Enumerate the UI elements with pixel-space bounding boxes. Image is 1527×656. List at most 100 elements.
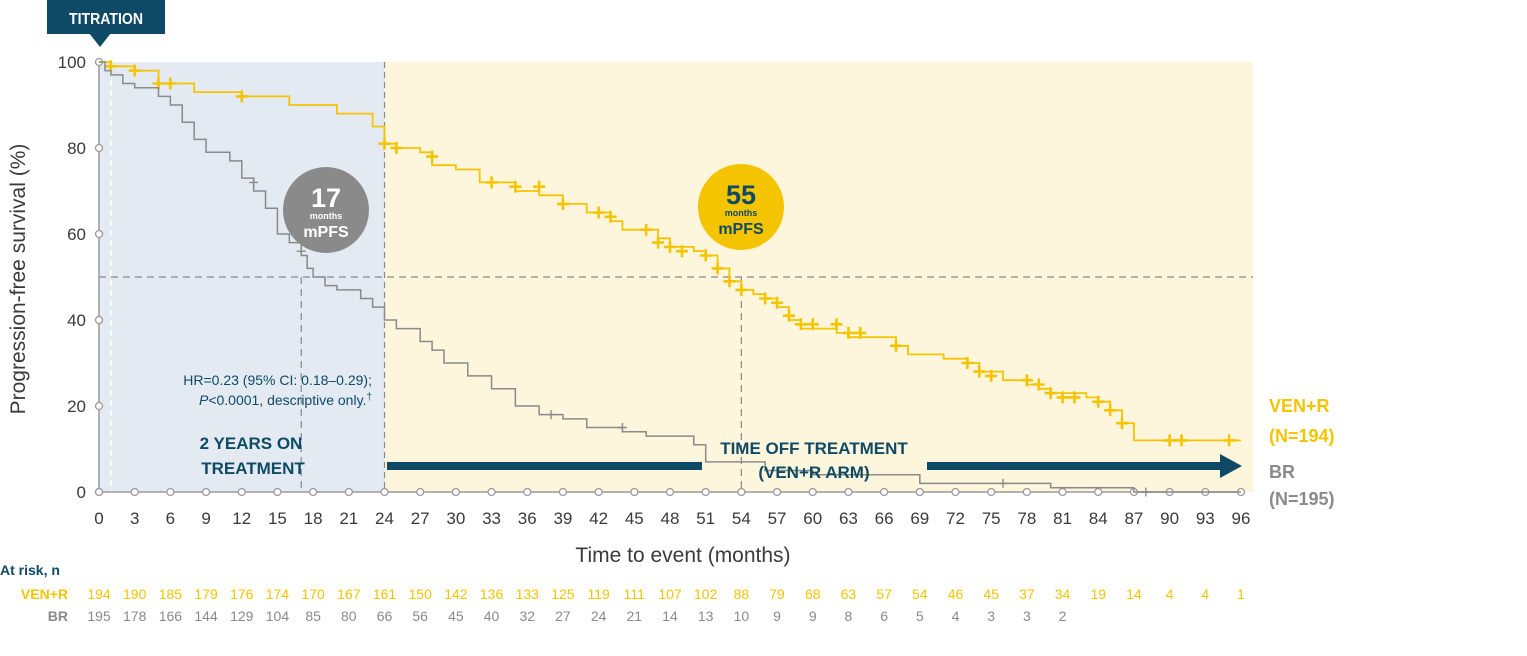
y-tick-label: 40 xyxy=(67,311,86,330)
at-risk-value: 119 xyxy=(587,586,610,602)
x-tick-label: 75 xyxy=(982,509,1001,528)
x-tick-mark xyxy=(808,487,817,497)
censor-mark xyxy=(890,339,903,352)
survival-step-line xyxy=(99,61,1241,493)
censor-mark xyxy=(735,283,748,296)
at-risk-value: 104 xyxy=(266,608,290,624)
x-tick-mark xyxy=(844,487,853,497)
at-risk-value: 9 xyxy=(809,608,817,624)
censor-mark xyxy=(128,64,141,77)
x-tick-mark xyxy=(451,487,461,497)
x-tick-label: 12 xyxy=(232,509,251,528)
censor-mark xyxy=(711,262,724,275)
x-tick-mark xyxy=(237,487,246,497)
at-risk-value: 14 xyxy=(1126,586,1142,602)
x-tick-label: 93 xyxy=(1196,509,1215,528)
censor-mark xyxy=(675,245,688,258)
at-risk-value: 4 xyxy=(952,608,960,624)
x-tick-mark xyxy=(273,487,282,497)
x-tick-label: 48 xyxy=(661,509,680,528)
x-tick-mark xyxy=(416,487,425,497)
at-risk-value: 2 xyxy=(1059,608,1067,624)
x-tick-label: 84 xyxy=(1089,509,1108,528)
x-tick-label: 81 xyxy=(1053,509,1072,528)
off-treatment-bar-left xyxy=(387,462,702,470)
censor-mark xyxy=(617,423,627,432)
censor-mark xyxy=(235,90,248,103)
censor-mark xyxy=(1092,395,1105,408)
censor-mark xyxy=(699,249,712,262)
off-treatment-arrows xyxy=(387,454,1242,478)
x-tick-label: 69 xyxy=(910,509,929,528)
hr-text-line1: HR=0.23 (95% CI: 0.18–0.29); xyxy=(183,372,372,388)
censor-mark xyxy=(806,318,819,331)
x-tick-mark xyxy=(772,487,782,497)
at-risk-value: 80 xyxy=(341,608,357,624)
censor-mark xyxy=(1223,434,1236,447)
at-risk-value: 6 xyxy=(880,608,888,624)
censor-mark xyxy=(1116,417,1129,430)
at-risk-value: 111 xyxy=(624,586,645,602)
x-tick-label: 24 xyxy=(375,509,394,528)
at-risk-value: 46 xyxy=(948,586,964,602)
at-risk-value: 9 xyxy=(773,608,781,624)
x-tick-mark xyxy=(1058,487,1067,497)
x-tick-mark xyxy=(594,487,603,497)
x-tick-mark xyxy=(987,487,996,497)
at-risk-row-label: VEN+R xyxy=(21,586,68,602)
at-risk-value: 34 xyxy=(1055,586,1071,602)
at-risk-value: 45 xyxy=(983,586,999,602)
x-tick-mark xyxy=(487,487,496,497)
censor-mark xyxy=(1056,391,1069,404)
at-risk-value: 185 xyxy=(159,586,183,602)
badge-value: 55 xyxy=(726,180,756,210)
x-tick-label: 9 xyxy=(201,509,210,528)
badge-unit: months xyxy=(310,211,343,221)
arrow-head xyxy=(1220,454,1242,478)
on-treatment-region xyxy=(99,62,385,492)
at-risk-value: 40 xyxy=(484,608,500,624)
survival-step-line xyxy=(99,61,1241,442)
at-risk-value: 190 xyxy=(123,586,147,602)
x-tick-mark xyxy=(737,487,746,497)
censor-mark xyxy=(1163,434,1176,447)
censor-mark xyxy=(378,137,391,150)
y-tick-mark xyxy=(94,315,104,325)
survival-curves xyxy=(99,60,1241,497)
censor-mark xyxy=(1044,387,1057,400)
y-tick-label: 0 xyxy=(77,483,86,502)
at-risk-value: 32 xyxy=(519,608,535,624)
series-br xyxy=(99,61,1241,497)
x-tick-label: 90 xyxy=(1160,509,1179,528)
x-tick-mark xyxy=(630,487,639,497)
x-tick-label: 87 xyxy=(1124,509,1143,528)
series-label-venr: VEN+R xyxy=(1269,396,1330,416)
censor-mark xyxy=(1104,404,1117,417)
censor-mark xyxy=(390,142,403,154)
censor-mark xyxy=(652,236,665,249)
y-tick-label: 20 xyxy=(67,397,86,416)
at-risk-value: 1 xyxy=(1237,586,1245,602)
censor-mark xyxy=(164,77,177,90)
y-tick-mark xyxy=(94,401,104,411)
at-risk-value: 8 xyxy=(845,608,853,624)
off-treatment-label-2: (VEN+R ARM) xyxy=(758,463,869,482)
censor-mark xyxy=(509,180,522,193)
x-tick-label: 72 xyxy=(946,509,965,528)
titration-tag: TITRATION xyxy=(47,0,165,47)
censor-mark xyxy=(842,326,855,339)
at-risk-value: 14 xyxy=(662,608,678,624)
off-treatment-label-1: TIME OFF TREATMENT xyxy=(720,439,908,458)
censor-mark xyxy=(759,292,772,305)
badge-value: 17 xyxy=(311,183,341,213)
at-risk-value: 174 xyxy=(266,586,290,602)
y-tick-label: 100 xyxy=(58,53,86,72)
censor-mark xyxy=(249,177,259,187)
at-risk-value: 4 xyxy=(1166,586,1174,602)
x-tick-mark xyxy=(915,487,924,497)
x-tick-label: 60 xyxy=(803,509,822,528)
